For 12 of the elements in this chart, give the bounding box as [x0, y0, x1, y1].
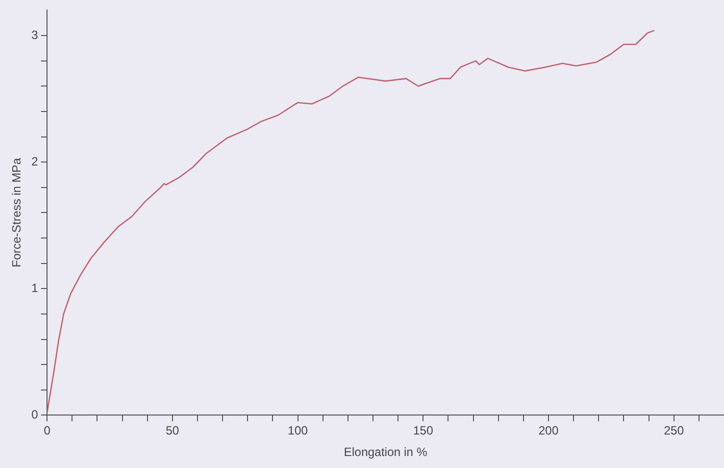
y-tick-label: 1 [31, 280, 38, 295]
y-tick-label: 0 [31, 408, 38, 422]
x-axis-title: Elongation in % [344, 445, 428, 460]
x-tick-label: 0 [44, 424, 51, 438]
y-tick-label: 2 [31, 154, 38, 168]
x-tick-label: 50 [166, 424, 180, 438]
x-tick-label: 150 [413, 424, 434, 438]
x-tick-label: 200 [538, 424, 559, 438]
x-tick-label: 250 [664, 424, 684, 438]
y-axis-title: Force-Stress in MPa [10, 158, 24, 268]
y-tick-label: 3 [31, 28, 38, 42]
x-tick-label: 100 [288, 424, 308, 438]
